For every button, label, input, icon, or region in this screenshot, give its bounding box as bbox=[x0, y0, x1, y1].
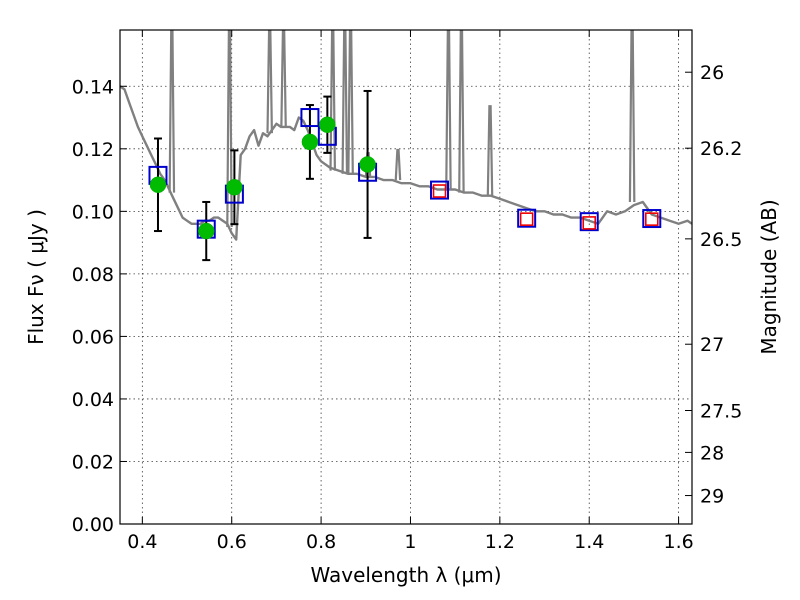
y2-tick-label: 27.5 bbox=[700, 401, 742, 423]
y-tick-label: 0.14 bbox=[72, 76, 114, 98]
x-tick-label: 0.8 bbox=[306, 531, 336, 553]
emission-line-spike bbox=[226, 30, 233, 227]
x-tick-label: 1 bbox=[404, 531, 416, 553]
y2-axis-label: Magnitude (AB) bbox=[757, 199, 781, 354]
model-square-marker bbox=[579, 212, 599, 232]
axes: 0.4 0.6 0.8 1 1.2 1.4 1.6 0.00 0.02 0.04 0.06 0.08 0… bbox=[72, 30, 742, 553]
emission-line-spike bbox=[347, 30, 354, 174]
observed-point bbox=[359, 156, 376, 173]
emission-line-spike bbox=[628, 30, 636, 202]
x-tick-label: 1.2 bbox=[485, 531, 515, 553]
model-square-marker bbox=[644, 212, 659, 226]
emission-line-spike bbox=[280, 30, 287, 127]
observed-point bbox=[301, 133, 319, 151]
observed-point bbox=[319, 116, 336, 133]
model-square-marker bbox=[430, 180, 450, 200]
observed-point bbox=[226, 179, 243, 196]
plot-frame bbox=[119, 29, 693, 525]
model-square-marker bbox=[582, 216, 597, 230]
y-tick-label: 0.12 bbox=[72, 139, 114, 161]
x-tick-label: 1.4 bbox=[574, 531, 604, 553]
y2-tick-label: 29 bbox=[700, 486, 724, 508]
emission-line-spike bbox=[486, 105, 494, 196]
emission-line-spike bbox=[445, 30, 452, 190]
emission-line-spike bbox=[329, 30, 337, 171]
y-axis-label: Flux Fν ( μJy ) bbox=[24, 209, 48, 345]
y-tick-label: 0.04 bbox=[72, 389, 114, 411]
observed-point bbox=[197, 222, 215, 240]
emission-line-spike bbox=[266, 30, 274, 134]
emission-line-spike bbox=[341, 30, 349, 174]
y2-tick-label: 26 bbox=[700, 62, 724, 84]
x-tick-label: 0.4 bbox=[127, 531, 157, 553]
y-tick-label: 0.08 bbox=[72, 264, 114, 286]
observed-point bbox=[149, 176, 167, 194]
x-axis-label: Wavelength λ (μm) bbox=[310, 563, 501, 587]
y2-tick-label: 27 bbox=[700, 334, 724, 356]
emission-line-spike bbox=[168, 30, 176, 193]
emission-line-spike bbox=[394, 148, 402, 181]
y-tick-label: 0.06 bbox=[72, 326, 114, 348]
emission-line-spike bbox=[458, 30, 465, 193]
model-square-marker bbox=[300, 108, 320, 128]
x-tick-label: 1.6 bbox=[663, 531, 693, 553]
y2-tick-label: 26.2 bbox=[700, 138, 742, 160]
model-square-marker bbox=[432, 184, 447, 198]
plot-area bbox=[120, 30, 692, 262]
model-square-marker bbox=[517, 208, 537, 228]
y2-tick-label: 26.5 bbox=[700, 229, 742, 251]
model-square-marker bbox=[519, 212, 534, 226]
y-tick-label: 0.10 bbox=[72, 201, 114, 223]
y2-tick-label: 28 bbox=[700, 442, 724, 464]
y-tick-label: 0.02 bbox=[72, 451, 114, 473]
x-tick-label: 0.6 bbox=[217, 531, 247, 553]
y-tick-label: 0.00 bbox=[72, 514, 114, 536]
model-square-marker bbox=[642, 209, 662, 229]
grid bbox=[120, 30, 692, 524]
